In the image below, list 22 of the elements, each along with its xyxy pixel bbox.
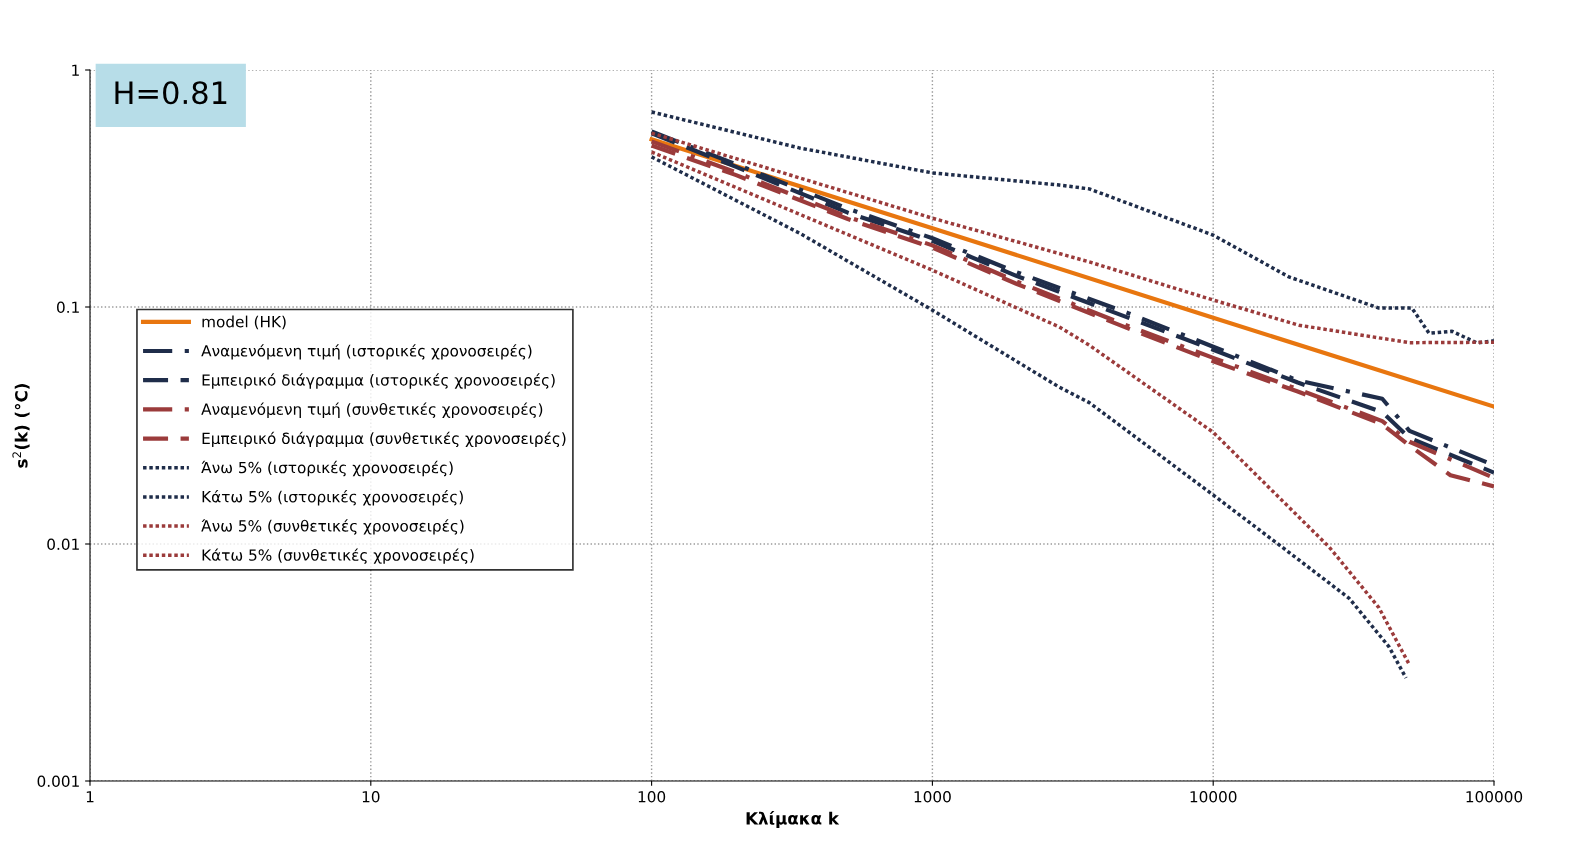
legend-label: Αναμενόμενη τιμή (συνθετικές χρονοσειρές): [201, 402, 543, 418]
legend-label: Άνω 5% (συνθετικές χρονοσειρές): [201, 519, 464, 535]
legend-label: Εμπειρικό διάγραμμα (ιστορικές χρονοσειρές): [202, 373, 555, 389]
x-tick-label: 10000: [1190, 790, 1237, 803]
y-tick-label: 1: [72, 64, 79, 76]
x-tick-label: 1: [86, 791, 94, 803]
legend-label: model (HK): [202, 315, 286, 330]
y-tick-label: 0.01: [47, 538, 79, 551]
x-tick-label: 100000: [1466, 790, 1523, 803]
legend-label: Κάτω 5% (συνθετικές χρονοσειρές): [202, 548, 474, 564]
legend-label: Εμπειρικό διάγραμμα (συνθετικές χρονοσειρές): [202, 431, 566, 448]
y-tick-label: 0.1: [56, 301, 79, 314]
y-axis-title: s$^{2}$(k) (°C): [12, 384, 30, 468]
x-tick-label: 100: [638, 790, 666, 803]
y-tick-label: 0.001: [37, 775, 79, 788]
x-tick-label: 10: [362, 790, 380, 803]
x-axis-title: Κλίμακα k: [746, 811, 840, 828]
x-tick-label: 1000: [914, 790, 951, 803]
legend-label: Άνω 5% (ιστορικές χρονοσειρές): [201, 460, 453, 477]
annotation: H=0.81: [115, 81, 227, 105]
legend-label: Αναμενόμενη τιμή (ιστορικές χρονοσειρές): [201, 344, 532, 360]
legend-label: Κάτω 5% (ιστορικές χρονοσειρές): [202, 490, 463, 506]
